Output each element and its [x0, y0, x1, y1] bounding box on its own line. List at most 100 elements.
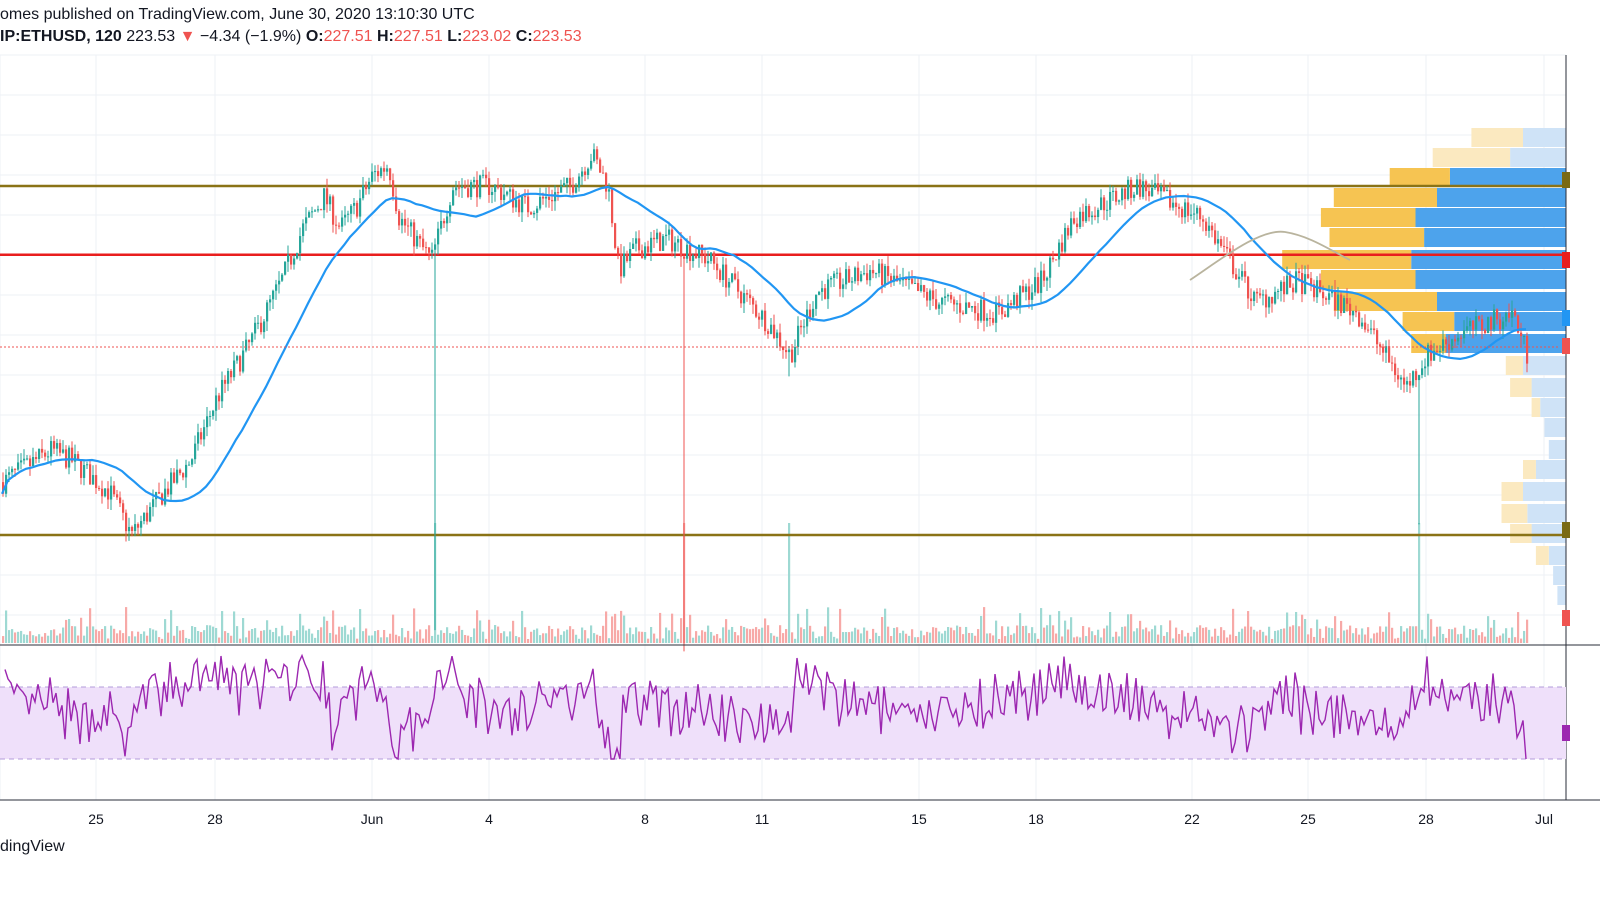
volume-bar [1268, 626, 1271, 643]
candle-body [1289, 275, 1292, 288]
volume-bar [68, 618, 71, 643]
candle-body [164, 488, 167, 505]
candle-body [827, 279, 830, 299]
volume-bar [293, 635, 296, 643]
candle-body [1151, 187, 1154, 197]
volume-bar [1472, 629, 1475, 643]
volume-bar [587, 638, 590, 643]
volume-bar [530, 631, 533, 643]
volume-bar [929, 632, 932, 643]
profile-up-bar [1320, 270, 1416, 289]
volume-bar [335, 634, 338, 643]
symbol-label[interactable]: IP:ETHUSD, 120 [0, 28, 122, 45]
candle-body [110, 485, 113, 500]
candle-body [1334, 289, 1337, 311]
volume-bar [368, 635, 371, 643]
volume-bar [881, 617, 884, 643]
volume-bar [809, 625, 812, 643]
volume-bar [74, 626, 77, 643]
candle-body [1439, 350, 1442, 352]
candles[interactable] [2, 143, 1529, 652]
candle-body [440, 220, 443, 229]
candle-body [1076, 223, 1079, 228]
candle-body [1280, 281, 1283, 291]
volume-bar [1265, 635, 1268, 643]
volume-bar [1307, 634, 1310, 643]
candle-body [455, 187, 458, 191]
volume-bar [482, 631, 485, 643]
volume-bar [155, 630, 158, 643]
volume-bar [80, 617, 83, 643]
candle-body [1322, 292, 1325, 299]
volume-bars [2, 523, 1529, 643]
candle-body [674, 242, 677, 252]
volume-bar [521, 610, 524, 643]
candle-body [287, 254, 290, 262]
candle-body [1463, 330, 1466, 339]
candle-body [1055, 259, 1058, 261]
candle-body [1178, 206, 1181, 209]
volume-bar [704, 631, 707, 643]
candle-body [1406, 381, 1409, 385]
price-change: −4.34 (−1.9%) [199, 28, 302, 45]
candle-body [269, 299, 272, 303]
candle-body [863, 273, 866, 275]
profile-up-bar [1471, 128, 1523, 147]
candle-body [230, 371, 233, 378]
volume-bar [899, 633, 902, 643]
volume-bar [890, 636, 893, 643]
candle-body [737, 279, 740, 292]
volume-bar [1166, 632, 1169, 643]
candle-body [1478, 316, 1481, 320]
candle-body [1211, 225, 1214, 231]
volume-bar [659, 612, 662, 643]
volume-bar [467, 635, 470, 643]
profile-up-bar [1333, 292, 1437, 311]
volume-bar [857, 629, 860, 643]
candle-body [1109, 191, 1112, 210]
volume-bar [914, 637, 917, 643]
candle-body [1466, 326, 1469, 331]
volume-bar [338, 626, 341, 643]
volume-bar [626, 633, 629, 643]
candle-body [170, 472, 173, 495]
volume-bar [902, 630, 905, 643]
candle-body [1022, 286, 1025, 292]
volume-bar [542, 633, 545, 643]
volume-bar [1148, 631, 1151, 643]
volume-bar [1025, 625, 1028, 643]
candle-body [266, 302, 269, 322]
volume-bar [1526, 619, 1529, 643]
profile-down-bar [1540, 398, 1566, 417]
candle-body [1412, 371, 1415, 386]
candle-body [992, 318, 995, 323]
candle-body [1277, 290, 1280, 292]
volume-bar [1112, 636, 1115, 643]
volume-bar [1109, 612, 1112, 643]
volume-bar [1430, 619, 1433, 643]
volume-bar [647, 638, 650, 643]
volume-bar [1508, 637, 1511, 643]
volume-bar [1412, 626, 1415, 643]
volume-bar [779, 625, 782, 643]
candle-body [839, 272, 842, 289]
candle-body [1418, 375, 1421, 381]
candle-body [140, 521, 143, 528]
candle-body [491, 191, 494, 195]
rsi-pane[interactable] [0, 653, 1566, 761]
volume-bar [437, 634, 440, 643]
volume-bar [935, 627, 938, 643]
candle-body [8, 472, 11, 475]
volume-bar [1520, 638, 1523, 643]
volume-bar [425, 629, 428, 643]
volume-bar [845, 632, 848, 643]
volume-bar [1292, 625, 1295, 643]
volume-bar [896, 627, 899, 643]
volume-bar [1091, 631, 1094, 643]
volume-bar [1385, 626, 1388, 643]
volume-bar [119, 630, 122, 643]
volume-bar [590, 625, 593, 643]
candle-body [1358, 312, 1361, 327]
volume-bar [539, 635, 542, 643]
